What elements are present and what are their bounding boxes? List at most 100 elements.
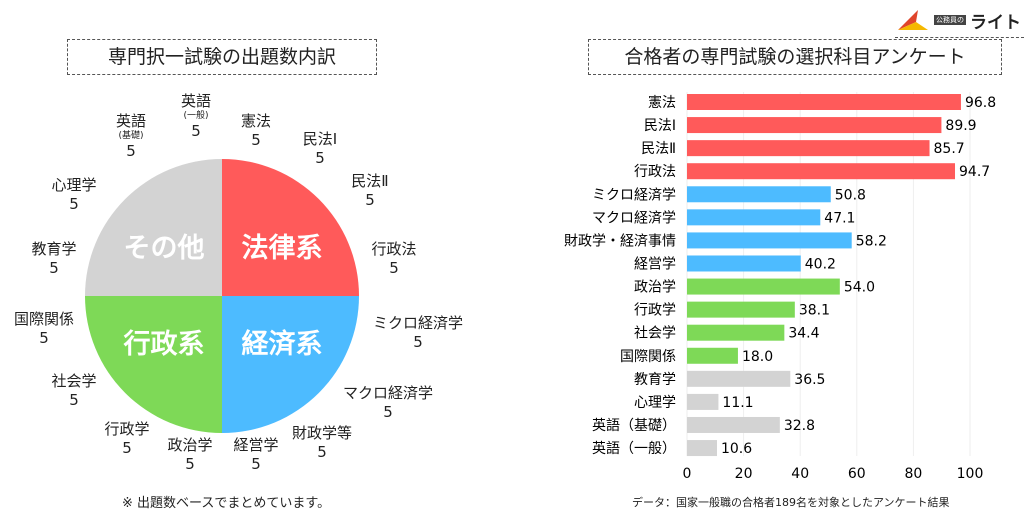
bar <box>687 232 852 249</box>
category-label: 英語（一般） <box>592 440 676 457</box>
quadrant-label: 経済系 <box>242 328 323 360</box>
subject-label: 経営学 5 <box>233 436 278 474</box>
value-label: 34.4 <box>788 326 819 342</box>
category-label: 社会学 <box>634 326 676 342</box>
bar <box>687 393 719 410</box>
subject-count: 5 <box>389 259 399 277</box>
bar <box>687 347 738 364</box>
chart-source: データ：国家一般職の合格者189名を対象としたアンケート結果 <box>632 496 950 509</box>
category-label: 財政学・経済事情 <box>564 233 676 249</box>
bar <box>687 94 961 110</box>
value-label: 85.7 <box>934 141 965 157</box>
subject-name: 行政学 <box>104 420 150 438</box>
bar <box>687 370 791 387</box>
bar <box>687 163 956 180</box>
subject-name: 民法Ⅰ <box>302 130 338 148</box>
category-label: 民法Ⅱ <box>641 141 676 157</box>
subject-sub: (一般) <box>183 111 209 121</box>
value-label: 11.1 <box>722 395 753 411</box>
subject-name: 英語 <box>180 92 212 110</box>
left-title: 専門択一試験の出題数内訳 <box>67 39 377 75</box>
subject-name: 民法Ⅱ <box>351 172 389 190</box>
category-label: 政治学 <box>634 280 676 296</box>
subject-count: 5 <box>315 149 325 167</box>
subject-name: 国際関係 <box>13 310 75 328</box>
bar <box>687 440 717 457</box>
bar <box>687 140 930 157</box>
pie-slice <box>222 159 359 296</box>
subject-label: 行政法 5 <box>371 240 416 278</box>
subject-label: 英語 (基礎) 5 <box>116 112 146 161</box>
subject-label: 社会学 5 <box>51 372 96 410</box>
category-label: 行政学 <box>634 303 676 319</box>
bar <box>687 416 780 433</box>
category-label: 経営学 <box>634 256 676 272</box>
subject-count: 5 <box>122 439 132 457</box>
pie-slice <box>85 296 222 433</box>
value-label: 40.2 <box>805 256 836 272</box>
subject-label: 心理学 5 <box>51 176 96 214</box>
x-tick-label: 40 <box>791 466 809 482</box>
subject-sub: (基礎) <box>118 131 144 141</box>
logo: 公務員の ライト <box>896 6 1021 34</box>
subject-name: 教育学 <box>31 240 77 258</box>
category-label: 心理学 <box>634 395 676 411</box>
bar <box>687 255 801 272</box>
bar <box>687 117 942 134</box>
subject-count: 5 <box>126 142 136 160</box>
value-label: 94.7 <box>959 164 990 180</box>
subject-name: 心理学 <box>51 176 97 194</box>
x-tick-label: 60 <box>848 466 866 482</box>
subject-label: 政治学 5 <box>167 436 212 474</box>
bar <box>687 301 795 318</box>
x-tick-label: 0 <box>683 466 692 482</box>
value-label: 10.6 <box>721 441 752 457</box>
bar <box>687 278 840 295</box>
subject-count: 5 <box>317 443 327 461</box>
x-tick-label: 80 <box>904 466 922 482</box>
subject-label: 民法Ⅱ 5 <box>351 172 388 210</box>
subject-count: 5 <box>185 455 195 473</box>
subject-count: 5 <box>39 329 49 347</box>
x-tick-label: 20 <box>735 466 753 482</box>
subject-label: ミクロ経済学 5 <box>373 314 463 352</box>
category-label: 国際関係 <box>620 349 676 365</box>
category-label: 行政法 <box>634 164 676 180</box>
category-label: ミクロ経済学 <box>592 187 676 203</box>
category-label: 憲法 <box>648 94 676 111</box>
value-label: 54.0 <box>844 280 875 296</box>
divider <box>895 37 1024 38</box>
subject-name: マクロ経済学 <box>342 384 434 402</box>
value-label: 58.2 <box>856 233 887 249</box>
subject-count: 5 <box>251 131 261 149</box>
category-label: 民法Ⅰ <box>644 118 676 134</box>
subject-name: 行政法 <box>371 240 417 258</box>
subject-count: 5 <box>383 403 393 421</box>
value-label: 32.8 <box>784 418 815 434</box>
bar <box>687 324 785 341</box>
value-label: 36.5 <box>794 372 825 388</box>
subject-name: 憲法 <box>240 112 272 130</box>
subject-count: 5 <box>49 259 59 277</box>
subject-count: 5 <box>69 391 79 409</box>
subject-name: 経営学 <box>233 436 279 454</box>
chart-title: 合格者の専門試験の選択科目アンケート <box>588 39 1002 75</box>
left-note: ※ 出題数ベースでまとめています。 <box>122 496 331 511</box>
value-label: 18.0 <box>742 349 773 365</box>
pie-slice <box>85 159 222 296</box>
value-label: 47.1 <box>824 210 855 226</box>
subject-label: 英語 (一般) 5 <box>181 92 211 141</box>
category-label: マクロ経済学 <box>592 210 676 226</box>
value-label: 96.8 <box>965 95 996 111</box>
subject-label: 財政学等 5 <box>292 424 352 462</box>
logo-small-text: 公務員の <box>934 15 966 25</box>
subject-label: 民法Ⅰ 5 <box>303 130 337 168</box>
value-label: 89.9 <box>945 118 976 134</box>
logo-big-text: ライト <box>970 12 1021 33</box>
subject-name: 英語 <box>115 112 147 130</box>
value-label: 38.1 <box>799 303 830 319</box>
bar <box>687 186 831 203</box>
